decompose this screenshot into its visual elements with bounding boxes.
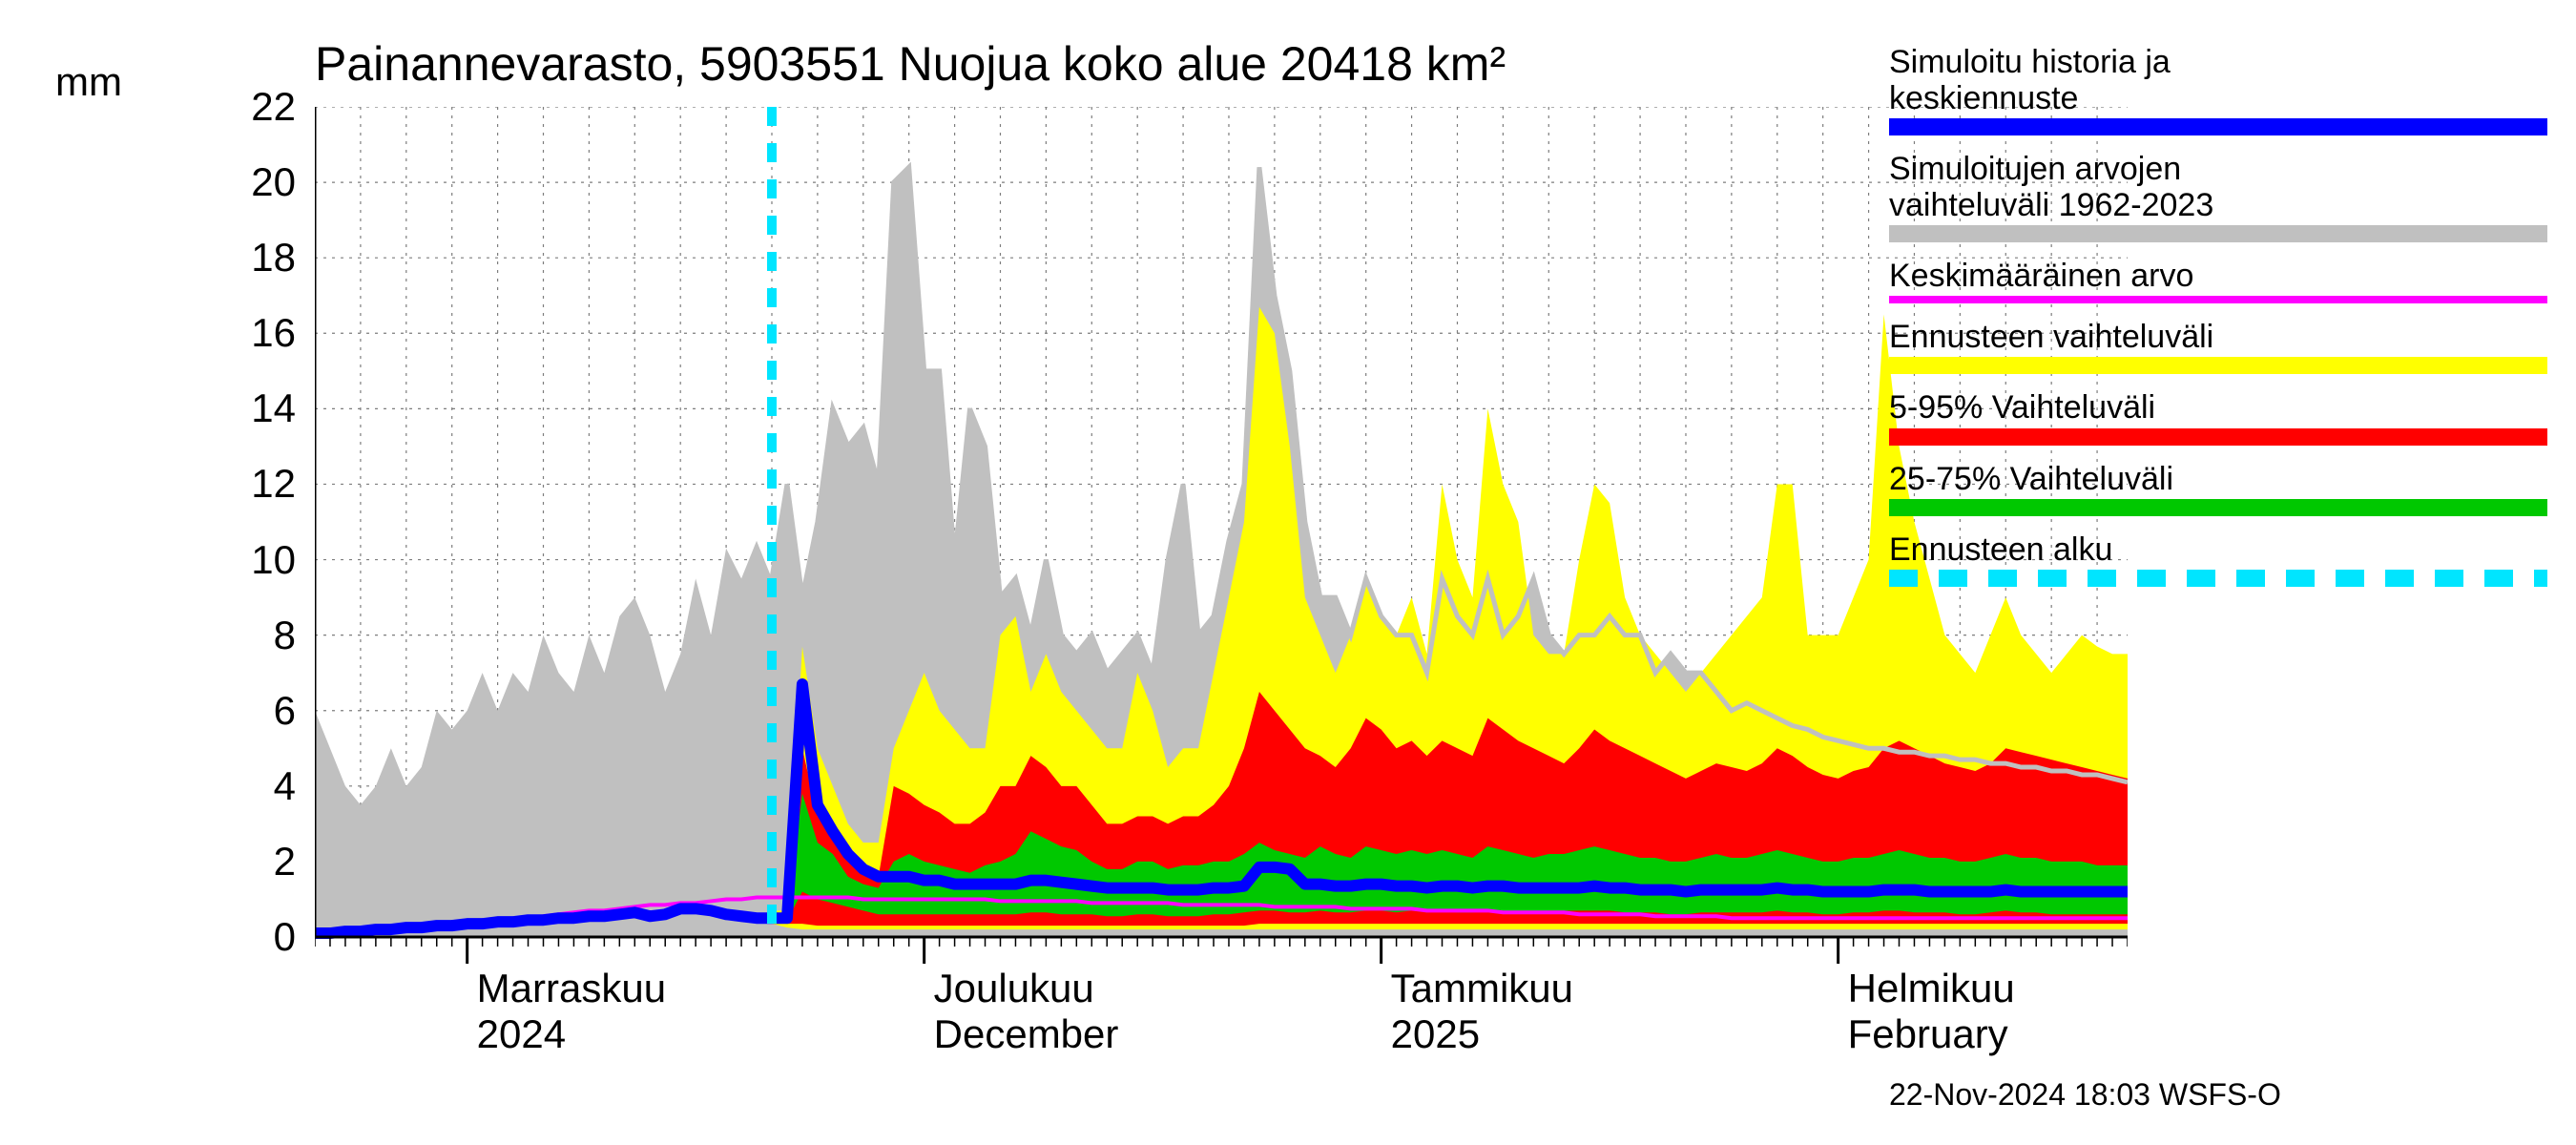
y-tick-label: 4 — [229, 763, 296, 809]
legend: Simuloitu historia ja keskiennuste Simulo… — [1889, 44, 2547, 602]
legend-entry: Ennusteen vaihteluväli — [1889, 319, 2547, 374]
y-tick-label: 10 — [229, 537, 296, 583]
legend-entry: 25-75% Vaihteluväli — [1889, 461, 2547, 516]
plot-svg — [315, 107, 2128, 1061]
legend-entry: Simuloitu historia ja keskiennuste — [1889, 44, 2547, 135]
y-tick-label: 0 — [229, 914, 296, 960]
legend-swatch — [1889, 118, 2547, 135]
x-month-label: HelmikuuFebruary — [1848, 966, 2015, 1058]
chart-container: Painannevarasto, 5903551 Nuojua koko alu… — [0, 0, 2576, 1145]
y-tick-label: 18 — [229, 235, 296, 281]
y-tick-label: 12 — [229, 461, 296, 507]
y-tick-label: 20 — [229, 159, 296, 205]
legend-label: Ennusteen vaihteluväli — [1889, 319, 2547, 355]
y-axis-unit: mm — [55, 59, 122, 105]
legend-label: Keskimääräinen arvo — [1889, 258, 2547, 294]
y-tick-label: 6 — [229, 688, 296, 734]
legend-swatch — [1889, 225, 2547, 242]
legend-label: Ennusteen alku — [1889, 531, 2547, 568]
legend-label: Simuloitu historia ja keskiennuste — [1889, 44, 2547, 116]
y-tick-label: 22 — [229, 84, 296, 130]
y-tick-label: 2 — [229, 839, 296, 885]
legend-label: 5-95% Vaihteluväli — [1889, 389, 2547, 426]
legend-label: 25-75% Vaihteluväli — [1889, 461, 2547, 497]
x-month-label: Tammikuu2025 — [1391, 966, 1573, 1058]
legend-entry: Keskimääräinen arvo — [1889, 258, 2547, 303]
legend-entry: 5-95% Vaihteluväli — [1889, 389, 2547, 445]
legend-label: Simuloitujen arvojen vaihteluväli 1962-2… — [1889, 151, 2547, 223]
legend-swatch — [1889, 499, 2547, 516]
legend-swatch — [1889, 428, 2547, 446]
legend-entry: Simuloitujen arvojen vaihteluväli 1962-2… — [1889, 151, 2547, 242]
legend-swatch — [1889, 570, 2547, 587]
x-month-label: JoulukuuDecember — [934, 966, 1119, 1058]
plot-area — [315, 107, 2128, 1061]
y-tick-label: 14 — [229, 385, 296, 431]
y-tick-label: 16 — [229, 310, 296, 356]
chart-title: Painannevarasto, 5903551 Nuojua koko alu… — [315, 36, 1506, 92]
legend-swatch — [1889, 296, 2547, 303]
x-month-label: Marraskuu2024 — [477, 966, 666, 1058]
y-tick-label: 8 — [229, 613, 296, 658]
timestamp-label: 22-Nov-2024 18:03 WSFS-O — [1889, 1077, 2281, 1113]
legend-swatch — [1889, 357, 2547, 374]
legend-entry: Ennusteen alku — [1889, 531, 2547, 587]
